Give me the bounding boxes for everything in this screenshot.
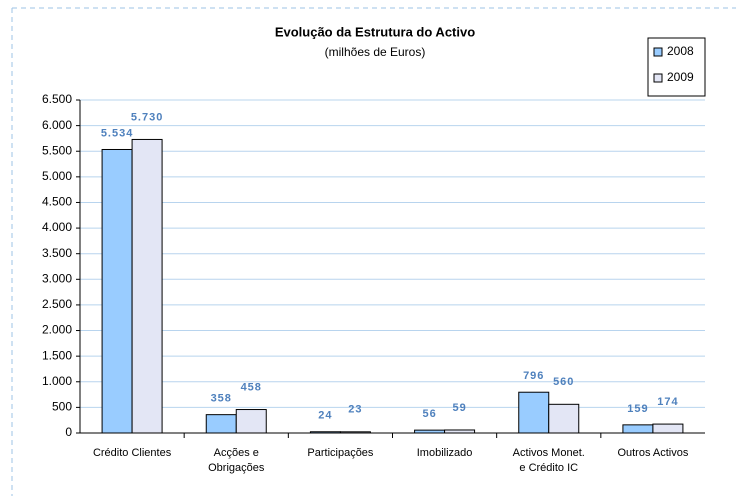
value-label: 560 bbox=[553, 376, 574, 388]
value-label: 23 bbox=[348, 404, 362, 416]
bar bbox=[235, 409, 267, 434]
y-tick-label: 500 bbox=[52, 400, 72, 414]
value-label: 56 bbox=[422, 408, 436, 420]
x-tick-label: Participações bbox=[307, 447, 374, 459]
x-tick-label: Outros Activos bbox=[617, 447, 688, 459]
value-label: 159 bbox=[627, 403, 648, 415]
y-tick-label: 6.000 bbox=[42, 118, 72, 132]
bar bbox=[339, 431, 371, 434]
bar bbox=[414, 429, 446, 434]
value-label: 24 bbox=[318, 410, 332, 422]
y-tick-label: 3.500 bbox=[42, 246, 72, 260]
bar bbox=[652, 423, 684, 434]
value-label: 458 bbox=[241, 381, 262, 393]
x-tick-label: Acções e Obrigações bbox=[208, 447, 265, 474]
bar bbox=[444, 429, 476, 434]
y-tick-label: 2.000 bbox=[42, 323, 72, 337]
y-tick-label: 3.000 bbox=[42, 271, 72, 285]
x-tick-label: Imobilizado bbox=[417, 447, 473, 459]
y-tick-label: 2.500 bbox=[42, 297, 72, 311]
value-label: 5.534 bbox=[101, 127, 134, 139]
y-tick-label: 5.000 bbox=[42, 169, 72, 183]
legend-label: 2009 bbox=[667, 70, 694, 84]
x-tick-label: Crédito Clientes bbox=[93, 447, 172, 459]
y-tick-label: 4.500 bbox=[42, 195, 72, 209]
legend-swatch bbox=[653, 73, 663, 83]
frame bbox=[11, 7, 736, 496]
bar bbox=[309, 431, 341, 434]
value-label: 59 bbox=[452, 402, 466, 414]
y-tick-label: 6.500 bbox=[42, 92, 72, 106]
bar bbox=[622, 424, 654, 434]
y-tick-label: 5.500 bbox=[42, 143, 72, 157]
legend-label: 2008 bbox=[667, 44, 694, 58]
value-label: 796 bbox=[523, 370, 544, 382]
x-tick-label: Activos Monet. e Crédito IC bbox=[513, 447, 585, 474]
chart-title: Evolução da Estrutura do Activo bbox=[275, 24, 475, 39]
y-tick-label: 4.000 bbox=[42, 220, 72, 234]
y-tick-label: 0 bbox=[65, 425, 72, 439]
chart-subtitle: (milhões de Euros) bbox=[325, 45, 426, 59]
bar bbox=[518, 391, 550, 434]
value-label: 174 bbox=[657, 396, 678, 408]
value-label: 5.730 bbox=[131, 111, 164, 123]
bar bbox=[205, 414, 237, 434]
bar bbox=[131, 138, 163, 434]
bar bbox=[548, 403, 580, 434]
legend-swatch bbox=[653, 47, 663, 57]
bar bbox=[101, 148, 133, 434]
y-tick-label: 1.500 bbox=[42, 348, 72, 362]
value-label: 358 bbox=[211, 393, 232, 405]
y-tick-label: 1.000 bbox=[42, 374, 72, 388]
